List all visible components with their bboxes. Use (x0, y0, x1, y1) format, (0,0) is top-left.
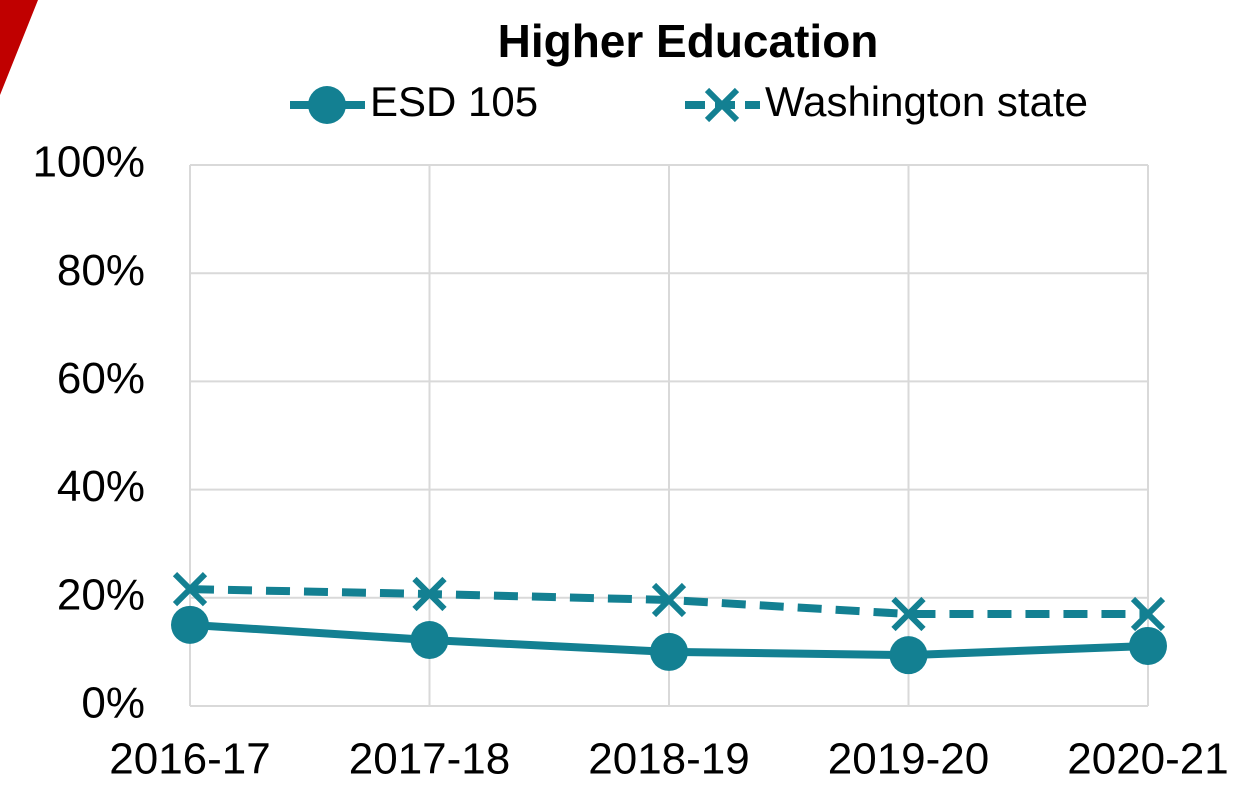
data-point (651, 582, 687, 618)
y-tick-label: 20% (57, 570, 145, 619)
data-point (171, 605, 209, 644)
data-point (412, 576, 447, 612)
data-point (650, 632, 688, 671)
chart-title: Higher Education (498, 15, 879, 67)
y-tick-label: 60% (57, 354, 145, 403)
legend-marker (704, 87, 740, 123)
x-tick-label: 2019-20 (828, 735, 989, 784)
x-tick-label: 2016-17 (109, 735, 270, 784)
legend-label: ESD 105 (370, 78, 538, 125)
data-point (172, 572, 208, 607)
x-tick-label: 2017-18 (349, 735, 510, 784)
y-tick-label: 80% (57, 246, 145, 295)
y-tick-label: 100% (32, 138, 145, 187)
data-point (891, 596, 926, 632)
y-tick-label: 40% (57, 462, 145, 511)
data-point (889, 636, 928, 675)
corner-decoration (0, 0, 38, 95)
legend-marker (308, 86, 346, 124)
data-point (1130, 596, 1166, 632)
x-tick-label: 2018-19 (588, 735, 749, 784)
data-point (1129, 626, 1167, 665)
x-tick-label: 2020-21 (1067, 735, 1228, 784)
data-point (410, 620, 449, 659)
legend-label: Washington state (765, 78, 1088, 125)
y-tick-label: 0% (81, 679, 145, 728)
